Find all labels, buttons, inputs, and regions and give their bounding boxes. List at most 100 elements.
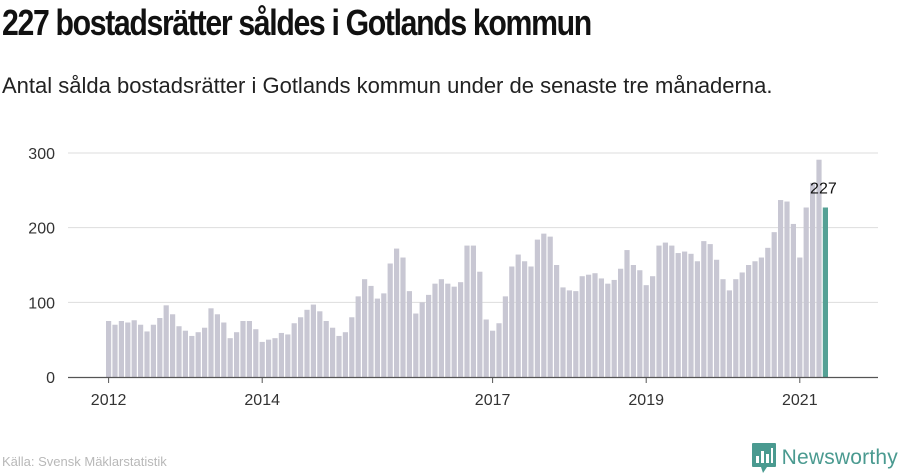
bar: [502, 296, 508, 377]
bar: [726, 290, 732, 377]
bar: [586, 274, 592, 377]
bar: [675, 253, 681, 377]
bar: [157, 318, 163, 377]
bar-chart: 0 100 200 300 2012 2014 2017 2019 2021 227: [28, 146, 878, 409]
bar: [522, 261, 528, 377]
bar: [662, 242, 668, 377]
bar: [451, 286, 457, 377]
bar: [778, 200, 784, 377]
bar: [400, 257, 406, 377]
bar: [208, 308, 214, 377]
bar: [234, 332, 240, 377]
bar: [112, 324, 118, 377]
bar: [298, 317, 304, 377]
bar: [182, 330, 188, 377]
bar: [707, 244, 713, 377]
bar: [336, 335, 342, 377]
bar: [266, 339, 272, 377]
bar: [592, 273, 598, 377]
bar: [131, 320, 137, 377]
bar: [272, 338, 278, 377]
bar: [342, 332, 348, 377]
bar: [528, 266, 534, 377]
bar: [547, 236, 553, 377]
bar: [163, 305, 169, 377]
bar: [278, 332, 284, 377]
bar: [381, 293, 387, 377]
bar: [426, 294, 432, 377]
bar: [611, 279, 617, 377]
x-tick-label: 2014: [244, 392, 280, 409]
bar: [630, 265, 636, 377]
bar: [605, 283, 611, 377]
bar: [144, 331, 150, 377]
bar: [304, 309, 310, 377]
bar: [458, 282, 464, 377]
bar: [490, 330, 496, 377]
bar: [669, 245, 675, 377]
bar: [739, 272, 745, 377]
bar: [291, 323, 297, 377]
bar: [349, 317, 355, 377]
bar: [790, 223, 796, 377]
bar: [253, 329, 259, 377]
x-tick-label: 2019: [628, 392, 664, 409]
bar: [598, 278, 604, 377]
bar: [138, 324, 144, 377]
bar: [810, 182, 816, 377]
x-tick-label: 2017: [475, 392, 511, 409]
bar: [477, 271, 483, 377]
bar: [720, 279, 726, 377]
brand-logo[interactable]: Newsworthy: [751, 442, 898, 474]
bar: [515, 254, 521, 377]
bar: [285, 334, 291, 377]
bar: [758, 257, 764, 377]
bar: [355, 296, 361, 377]
bar: [643, 285, 649, 377]
bar: [618, 268, 624, 377]
chart-title: 227 bostadsrätter såldes i Gotlands komm…: [2, 2, 592, 43]
bar: [534, 239, 540, 377]
bar: [118, 321, 124, 377]
bar: [541, 233, 547, 377]
bar: [330, 327, 336, 377]
bar: [746, 265, 752, 377]
bar: [509, 266, 515, 377]
bar: [394, 248, 400, 377]
bar: [445, 283, 451, 377]
bar: [374, 298, 380, 377]
bar: [624, 250, 630, 377]
bar: [637, 270, 643, 377]
x-tick-label: 2021: [782, 392, 818, 409]
bar: [221, 322, 227, 377]
bar: [246, 321, 252, 377]
bar: [438, 279, 444, 377]
bar: [701, 241, 707, 377]
bar: [413, 313, 419, 377]
bar: [214, 314, 220, 377]
bar: [797, 257, 803, 377]
bar: [682, 251, 688, 377]
bar: [650, 276, 656, 377]
bar: [554, 265, 560, 377]
bar: [566, 290, 572, 377]
bar: [656, 245, 662, 377]
bar: [694, 261, 700, 377]
bar: [579, 276, 585, 377]
brand-name: Newsworthy: [781, 446, 898, 469]
bar: [240, 321, 246, 377]
bar: [419, 302, 425, 377]
bar: [323, 321, 329, 377]
bar: [387, 263, 393, 377]
bar: [765, 247, 771, 377]
y-tick-label: 0: [46, 370, 55, 387]
source-note: Källa: Svensk Mäklarstatistik: [2, 454, 167, 469]
bar: [310, 304, 316, 377]
y-tick-label: 100: [28, 295, 55, 312]
chart-subtitle: Antal sålda bostadsrätter i Gotlands kom…: [2, 73, 773, 98]
x-tick-label: 2012: [91, 392, 127, 409]
bar: [752, 261, 758, 377]
bar: [464, 245, 470, 377]
bar: [150, 324, 156, 377]
newsworthy-logo-icon: [751, 443, 776, 473]
